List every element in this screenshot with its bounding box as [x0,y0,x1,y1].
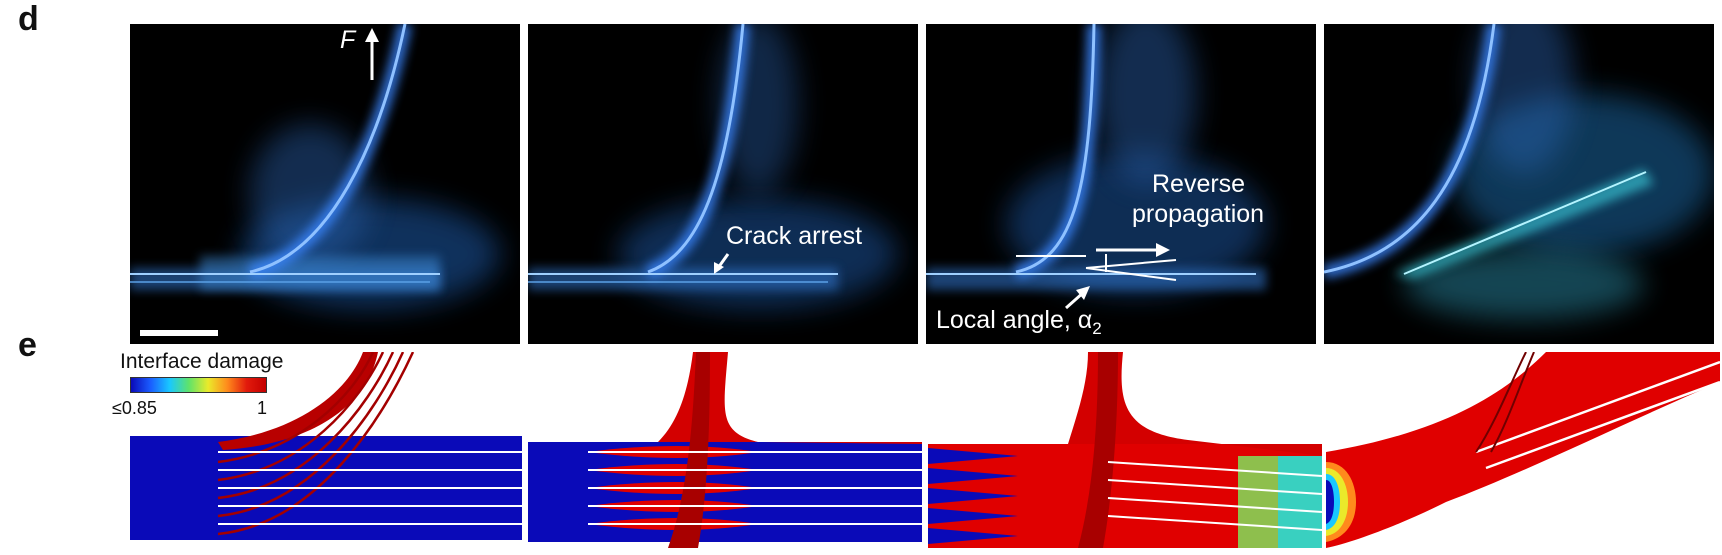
simulation-frame-4 [1326,352,1720,548]
photo-frame-1-image [130,24,500,336]
reverse-label: Reverse [1152,170,1246,198]
photo-frame-3-image [926,24,1266,310]
simulation-frame-1 [128,352,522,548]
legend-min-label: ≤0.85 [112,398,157,418]
simulation-frame-3 [928,352,1322,548]
simulation-frame-2 [528,352,922,548]
angle-line-lower [1085,267,1177,281]
photo-frame-2: Crack arrest [528,24,918,344]
simulation-frame-3-image [928,352,1322,548]
photo-frame-2-image [528,24,898,309]
legend-title: Interface damage [120,350,284,373]
photo-frame-4 [1324,24,1714,344]
simulation-frame-1-image [130,352,522,540]
damage-colorbar [130,377,267,393]
propagation-label: propagation [1132,200,1265,228]
photo-frame-1: F [130,24,520,344]
panel-label-e: e [18,326,37,364]
simulation-frame-4-image [1326,352,1720,548]
simulation-frame-2-image [528,352,922,548]
force-label: F [340,26,356,54]
legend-max-label: 1 [257,398,268,418]
photo-frame-3: Reverse propagation Local angle, α2 [926,24,1316,344]
crack-arrest-label: Crack arrest [726,222,863,250]
panel-label-d: d [18,0,39,38]
scale-bar [140,330,218,336]
local-angle-label: Local angle, α2 [936,306,1102,338]
photo-frame-4-image [1324,24,1714,319]
